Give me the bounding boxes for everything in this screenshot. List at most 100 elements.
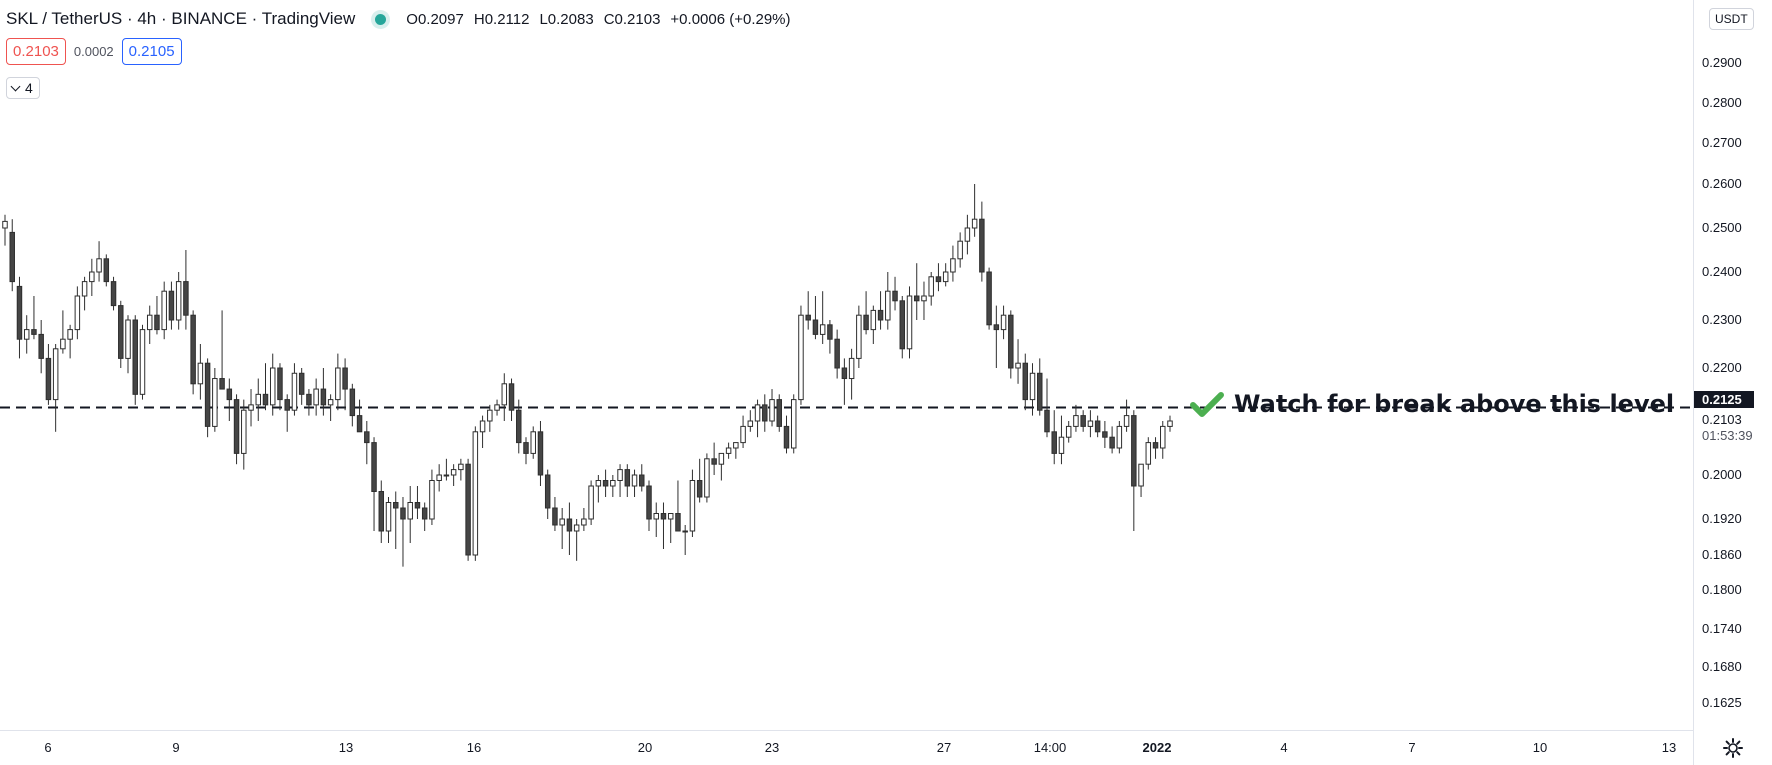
candle-up bbox=[125, 319, 131, 359]
candle-down bbox=[1080, 415, 1086, 427]
candle-up bbox=[740, 425, 746, 444]
candle-down bbox=[834, 338, 840, 369]
candle-up bbox=[313, 388, 319, 406]
candle-down bbox=[602, 480, 609, 487]
candle-down bbox=[414, 502, 421, 509]
market-status-icon[interactable] bbox=[375, 13, 387, 25]
price-tick-label: 0.1800 bbox=[1702, 582, 1742, 597]
candle-down bbox=[986, 271, 992, 326]
price-tick-label: 0.2800 bbox=[1702, 95, 1742, 110]
candle-up bbox=[1015, 362, 1021, 369]
candle-up bbox=[573, 524, 580, 532]
candle-down bbox=[1044, 409, 1050, 433]
symbol-title[interactable]: SKL / TetherUS · 4h · BINANCE · TradingV… bbox=[6, 9, 356, 28]
time-tick-label: 4 bbox=[1280, 740, 1288, 755]
candle-down bbox=[762, 404, 768, 422]
candle-down bbox=[675, 513, 681, 532]
time-tick-label: 14:00 bbox=[1033, 740, 1067, 755]
candle-up bbox=[1087, 420, 1094, 427]
bar-countdown: 01:53:39 bbox=[1702, 428, 1753, 443]
candle-up bbox=[74, 295, 81, 331]
candle-up bbox=[921, 295, 927, 302]
candle-down bbox=[523, 442, 529, 454]
candle-down bbox=[204, 362, 211, 427]
candle-up bbox=[161, 290, 167, 331]
price-tick-label: 0.2600 bbox=[1702, 176, 1742, 191]
candle-down bbox=[624, 469, 631, 487]
buy-price-button[interactable]: 0.2105 bbox=[121, 38, 182, 65]
candle-down bbox=[696, 480, 703, 498]
price-tick-label: 0.2200 bbox=[1702, 360, 1742, 375]
settings-gear-icon[interactable] bbox=[1722, 737, 1744, 759]
candle-down bbox=[1152, 442, 1159, 449]
candle-down bbox=[118, 305, 124, 359]
candle-down bbox=[566, 518, 573, 532]
candle-up bbox=[1058, 436, 1065, 454]
candle-up bbox=[385, 502, 392, 532]
candle-up bbox=[885, 290, 891, 321]
candle-down bbox=[783, 425, 790, 449]
candle-down bbox=[711, 458, 717, 465]
currency-button[interactable]: USDT bbox=[1709, 8, 1754, 30]
candle-up bbox=[928, 276, 934, 297]
time-tick-label: 27 bbox=[936, 740, 952, 755]
candle-up bbox=[269, 367, 276, 406]
candle-up bbox=[175, 281, 182, 321]
price-tick-label: 0.2400 bbox=[1702, 264, 1742, 279]
time-tick-label: 23 bbox=[764, 740, 780, 755]
candle-up bbox=[733, 442, 739, 449]
candle-down bbox=[342, 367, 348, 390]
candle-up bbox=[501, 383, 508, 406]
sell-price-button[interactable]: 0.2103 bbox=[6, 38, 66, 65]
candle-up bbox=[1029, 372, 1036, 401]
candle-up bbox=[617, 469, 623, 482]
candle-up bbox=[487, 409, 493, 422]
candle-down bbox=[298, 372, 305, 395]
low-label: L bbox=[539, 10, 548, 28]
candle-up bbox=[819, 324, 826, 335]
time-tick-label: 13 bbox=[338, 740, 354, 755]
candle-up bbox=[950, 258, 956, 273]
chevron-down-icon bbox=[10, 81, 21, 92]
time-tick-label: 16 bbox=[466, 740, 482, 755]
candle-up bbox=[747, 420, 754, 427]
candle-down bbox=[899, 300, 906, 350]
candle-up bbox=[848, 357, 855, 380]
candle-up bbox=[60, 338, 66, 350]
price-tick-label: 0.1625 bbox=[1702, 695, 1742, 710]
close-value: 0.2103 bbox=[614, 10, 661, 28]
candle-down bbox=[508, 383, 515, 411]
candle-up bbox=[667, 513, 674, 520]
candle-down bbox=[284, 399, 290, 411]
candle-up bbox=[52, 348, 59, 401]
candle-down bbox=[841, 367, 848, 380]
level-price-label: 0.2125 bbox=[1694, 391, 1754, 408]
candle-down bbox=[827, 324, 833, 340]
candle-up bbox=[81, 281, 88, 297]
candle-up bbox=[494, 404, 500, 411]
candle-up bbox=[291, 372, 298, 411]
high-label: H bbox=[473, 10, 485, 28]
candle-down bbox=[639, 474, 645, 487]
indicators-toggle-button[interactable]: 4 bbox=[6, 77, 40, 99]
candle-down bbox=[1022, 362, 1029, 401]
price-tick-label: 0.2000 bbox=[1702, 467, 1742, 482]
candle-down bbox=[646, 485, 652, 520]
time-tick-label: 9 bbox=[172, 740, 180, 755]
price-tick-label: 0.1740 bbox=[1702, 621, 1742, 636]
candle-down bbox=[805, 314, 811, 321]
candle-up bbox=[197, 362, 204, 385]
chart-header: SKL / TetherUS · 4h · BINANCE · TradingV… bbox=[6, 8, 791, 30]
candle-down bbox=[190, 314, 196, 385]
level-annotation[interactable]: Watch for break above this level bbox=[1190, 390, 1674, 418]
candle-down bbox=[516, 409, 522, 444]
candles-group bbox=[2, 184, 1173, 567]
candle-down bbox=[400, 507, 406, 520]
candle-up bbox=[653, 513, 659, 520]
last-price-label: 0.2103 bbox=[1702, 412, 1742, 427]
annotation-text: Watch for break above this level bbox=[1234, 390, 1675, 418]
candle-down bbox=[863, 314, 869, 331]
open-value: 0.2097 bbox=[417, 10, 464, 28]
candle-down bbox=[421, 507, 428, 520]
